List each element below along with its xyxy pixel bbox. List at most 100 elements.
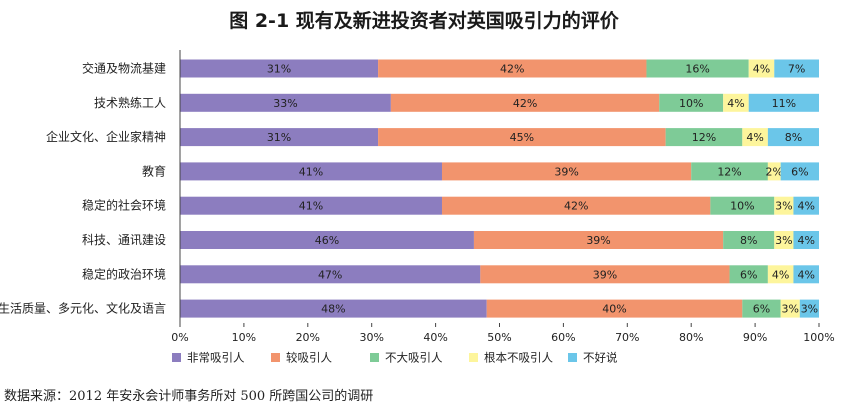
data-label: 8% bbox=[740, 234, 757, 247]
data-label: 39% bbox=[593, 268, 617, 281]
category-label: 稳定的政治环境 bbox=[82, 266, 166, 281]
bar-segment bbox=[180, 59, 379, 78]
category-label: 技术熟练工人 bbox=[94, 95, 166, 110]
data-label: 4% bbox=[727, 97, 744, 110]
x-tick-label: 40% bbox=[423, 331, 447, 344]
legend-swatch bbox=[172, 353, 181, 362]
legend-swatch bbox=[271, 353, 280, 362]
bar-segment bbox=[767, 265, 794, 284]
bar-segment bbox=[710, 196, 775, 215]
legend-label: 不好说 bbox=[583, 351, 618, 365]
legend-swatch bbox=[568, 353, 577, 362]
bar-segment bbox=[486, 299, 743, 318]
data-label: 40% bbox=[602, 303, 626, 316]
data-label: 4% bbox=[746, 131, 763, 144]
legend-label: 较吸引人 bbox=[286, 351, 332, 365]
bar-segment bbox=[691, 162, 768, 181]
legend: 非常吸引人 较吸引人 不大吸引人 根本不吸引人 不好说 bbox=[172, 351, 618, 365]
data-label: 39% bbox=[554, 165, 578, 178]
data-label: 48% bbox=[321, 303, 345, 316]
x-tick-label: 20% bbox=[296, 331, 320, 344]
bar-segment bbox=[723, 93, 749, 112]
legend-label: 非常吸引人 bbox=[187, 351, 245, 365]
bar-segment bbox=[180, 299, 487, 318]
bar-segment bbox=[180, 196, 442, 215]
x-tick-label: 50% bbox=[487, 331, 511, 344]
data-label: 4% bbox=[797, 234, 814, 247]
legend-swatch bbox=[370, 353, 379, 362]
data-label: 42% bbox=[513, 97, 537, 110]
bar-segment bbox=[729, 265, 768, 284]
x-tick-label: 80% bbox=[679, 331, 703, 344]
bar-segment bbox=[774, 59, 819, 78]
x-tick-label: 30% bbox=[359, 331, 383, 344]
legend-label: 不大吸引人 bbox=[385, 351, 443, 365]
category-label: 科技、通讯建设 bbox=[82, 233, 166, 247]
bar-segment bbox=[441, 162, 692, 181]
data-label: 3% bbox=[801, 303, 818, 316]
bar-segment bbox=[793, 265, 819, 284]
bar-segment bbox=[659, 93, 724, 112]
bar-segment bbox=[473, 231, 724, 249]
data-label: 2% bbox=[766, 165, 783, 178]
bar-segment bbox=[723, 231, 775, 249]
data-label: 3% bbox=[782, 303, 799, 316]
category-label: 交通及物流基建 bbox=[82, 61, 166, 76]
data-label: 12% bbox=[717, 165, 741, 178]
bar-segment bbox=[180, 128, 379, 147]
data-label: 42% bbox=[500, 63, 524, 76]
x-axis: 0% 10% 20% 30% 40% 50% 60% 70% 80% 90% 100% bbox=[171, 50, 835, 344]
x-tick-label: 90% bbox=[743, 331, 767, 344]
data-label: 46% bbox=[315, 234, 339, 247]
data-label: 16% bbox=[685, 63, 709, 76]
legend-swatch bbox=[469, 353, 478, 362]
data-label: 31% bbox=[267, 63, 291, 76]
data-label: 47% bbox=[318, 268, 342, 281]
bar-segment bbox=[180, 162, 442, 181]
data-label: 45% bbox=[510, 131, 534, 144]
bar-segment bbox=[665, 128, 743, 147]
category-label: 企业文化、企业家精神 bbox=[46, 129, 166, 144]
bar-segment bbox=[180, 231, 474, 249]
data-label: 11% bbox=[772, 97, 796, 110]
data-label: 10% bbox=[730, 200, 754, 213]
bar-segment bbox=[774, 196, 794, 215]
bar-segment bbox=[180, 93, 391, 112]
data-label: 12% bbox=[692, 131, 716, 144]
bar-segment bbox=[748, 59, 775, 78]
bar-segment bbox=[780, 299, 800, 318]
data-label: 6% bbox=[791, 165, 808, 178]
bar-segment bbox=[646, 59, 749, 78]
data-label: 33% bbox=[273, 97, 297, 110]
category-label: 稳定的社会环境 bbox=[82, 198, 166, 213]
data-label: 6% bbox=[740, 268, 757, 281]
data-label: 7% bbox=[788, 63, 805, 76]
data-label: 4% bbox=[797, 268, 814, 281]
bar-segment bbox=[748, 93, 819, 112]
data-label: 4% bbox=[753, 63, 770, 76]
bar-segment bbox=[180, 265, 481, 284]
x-tick-label: 0% bbox=[171, 331, 188, 344]
bar-segment bbox=[378, 128, 666, 147]
x-tick-label: 100% bbox=[803, 331, 834, 344]
data-label: 3% bbox=[775, 234, 792, 247]
data-label: 8% bbox=[785, 131, 802, 144]
data-label: 39% bbox=[586, 234, 610, 247]
category-label: 教育 bbox=[142, 163, 166, 178]
category-labels: 交通及物流基建技术熟练工人企业文化、企业家精神教育稳定的社会环境科技、通讯建设稳… bbox=[0, 61, 166, 316]
x-tick-label: 70% bbox=[615, 331, 639, 344]
bar-segment bbox=[378, 59, 647, 78]
bar-segment bbox=[441, 196, 711, 215]
bar-segment bbox=[793, 231, 819, 249]
category-label: 生活质量、多元化、文化及语言 bbox=[0, 301, 166, 316]
data-label: 41% bbox=[299, 165, 323, 178]
legend-label: 根本不吸引人 bbox=[484, 351, 553, 365]
bar-segment bbox=[390, 93, 660, 112]
data-label: 10% bbox=[679, 97, 703, 110]
source-note: 数据来源：2012 年安永会计师事务所对 500 所跨国公司的调研 bbox=[4, 388, 373, 404]
x-tick-label: 10% bbox=[232, 331, 256, 344]
bar-segment bbox=[742, 299, 781, 318]
data-label: 42% bbox=[564, 200, 588, 213]
bar-segment bbox=[793, 196, 819, 215]
